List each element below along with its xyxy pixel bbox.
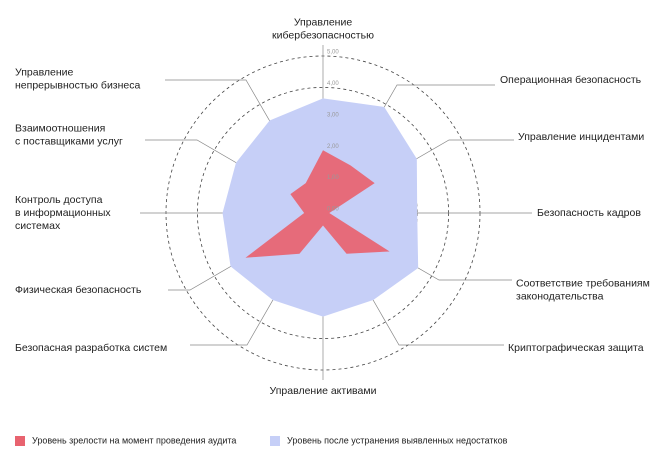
axis-label: Управление активами [270,385,377,397]
axis-label: Безопасная разработка систем [15,342,167,354]
legend-swatch [270,436,280,446]
axis-label: Управление кибербезопасностью [272,16,374,41]
tick-label: 2,00 [327,144,339,150]
legend-label: Уровень зрелости на момент проведения ау… [32,435,236,445]
axis-label: Соответствие требованиям законодательства [516,277,650,302]
legend-swatch [15,436,25,446]
axis-label: Операционная безопасность [500,74,642,86]
tick-label: 4,00 [327,81,339,87]
tick-label: 3,00 [327,112,339,118]
radar-area [245,150,390,258]
axis-label: Управление непрерывностью бизнеса [15,66,141,91]
axis-label: Физическая безопасность [15,284,142,296]
tick-label: 5,00 [327,50,339,56]
tick-label: 1,00 [327,175,339,181]
axis-label: Взаимоотношения с поставщиками услуг [15,122,123,147]
axis-label: Контроль доступа в информационных системах [15,194,111,232]
legend-label: Уровень после устранения выявленных недо… [287,435,508,445]
axis-label: Управление инцидентами [518,131,644,143]
axis-label: Криптографическая защита [508,342,644,354]
axis-label: Безопасность кадров [537,207,641,219]
tick-label: 0,00 [327,207,339,213]
